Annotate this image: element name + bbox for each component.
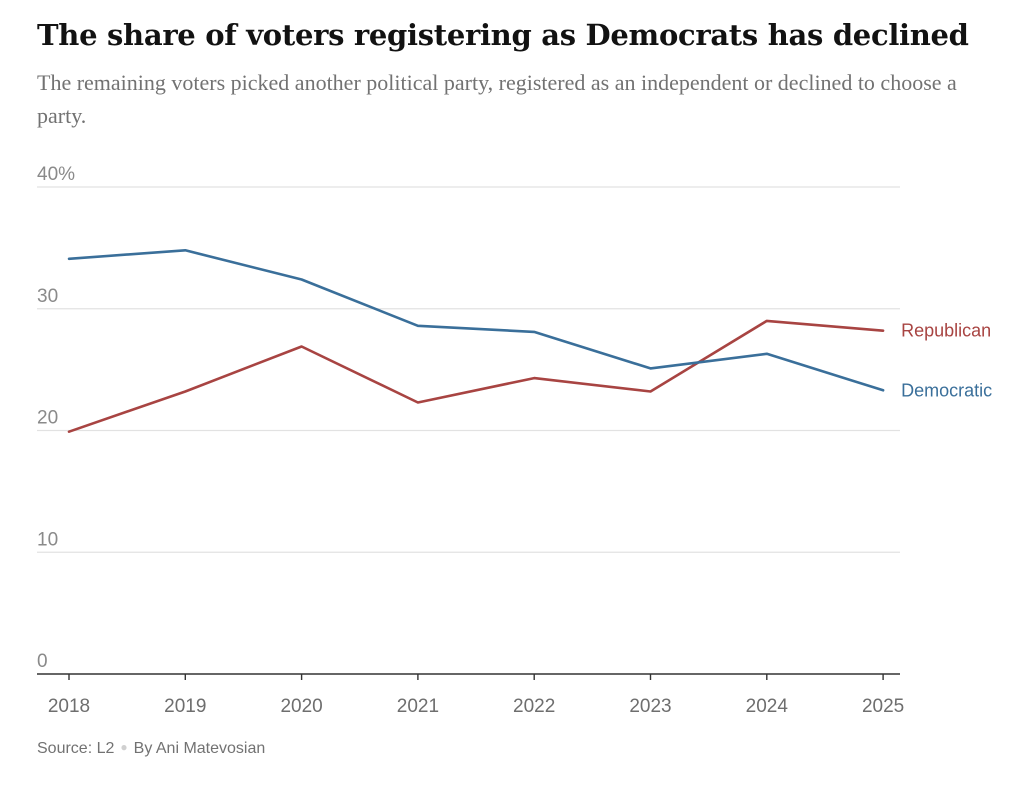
separator-dot-icon: ● [120, 740, 128, 754]
y-axis-ticks: 0 10 20 30 40% [37, 164, 75, 672]
x-tick-label: 2023 [629, 696, 671, 717]
series-line-republican [67, 319, 885, 434]
chart-title: The share of voters registering as Democ… [37, 18, 969, 52]
x-tick-label: 2024 [746, 696, 789, 717]
y-tick-label: 0 [37, 651, 48, 672]
x-axis: 2018 2019 2020 2021 2022 2023 2024 2025 [37, 673, 904, 717]
series-line-democratic [67, 249, 885, 392]
byline: By Ani Matevosian [133, 740, 266, 757]
gridlines [37, 186, 900, 553]
y-tick-label: 20 [37, 408, 58, 429]
x-tick-label: 2019 [164, 696, 206, 717]
y-tick-label: 40% [37, 164, 75, 185]
x-tick-label: 2018 [48, 696, 90, 717]
chart-footer: Source: L2 ● By Ani Matevosian [37, 740, 265, 758]
x-tick-label: 2022 [513, 696, 555, 717]
x-tick-label: 2021 [397, 696, 439, 717]
chart-subtitle: The remaining voters picked another poli… [37, 70, 957, 128]
series-label-democratic: Democratic [901, 380, 992, 400]
x-tick-label: 2020 [280, 696, 322, 717]
series-labels: Republican Democratic [901, 321, 992, 401]
series-label-republican: Republican [901, 321, 991, 341]
x-tick-label: 2025 [862, 696, 904, 717]
y-tick-label: 30 [37, 286, 58, 307]
source-note: Source: L2 [37, 740, 115, 757]
y-tick-label: 10 [37, 529, 58, 550]
series-lines [67, 249, 885, 434]
